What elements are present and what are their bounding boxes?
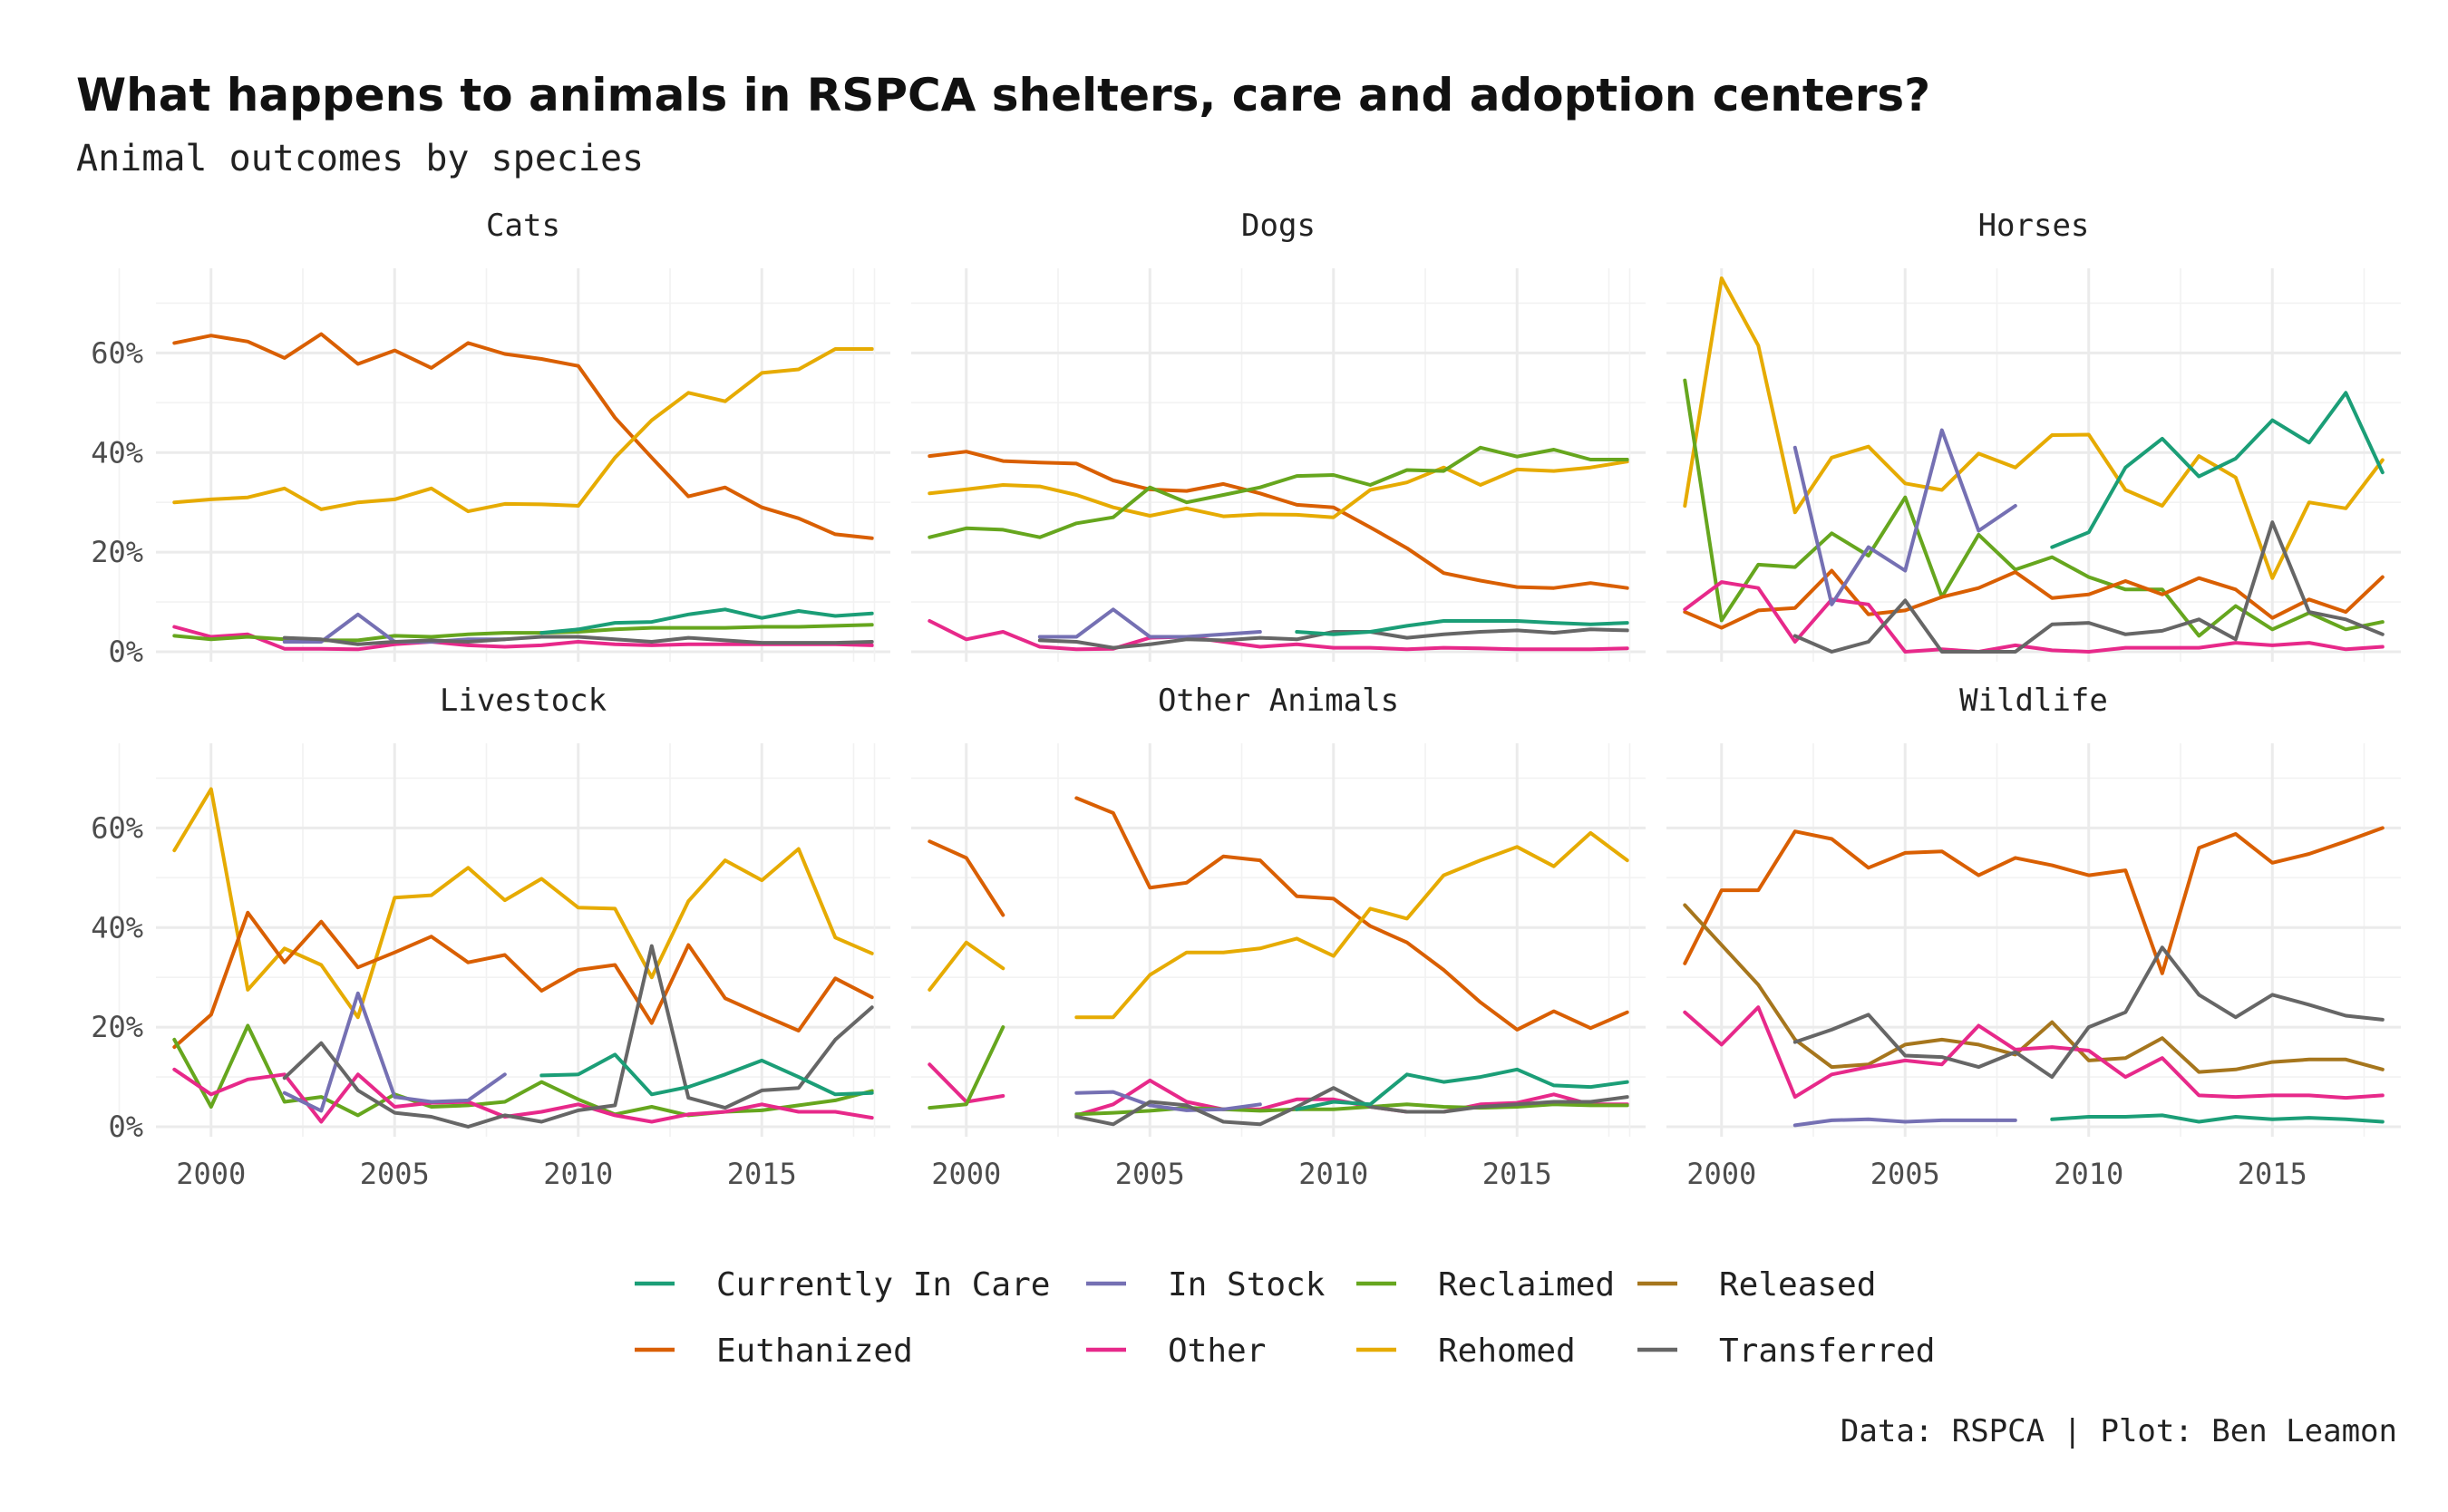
line-cats-rehomed — [172, 347, 874, 514]
y-tick-label: 0% — [108, 1110, 143, 1144]
facet-label-horses: Horses — [1978, 208, 2090, 244]
x-tick-label: 2005 — [1870, 1157, 1940, 1191]
line-livestock-transferred — [282, 944, 874, 1129]
line-cats-currently-in-care — [539, 607, 874, 635]
line-wildlife-in-stock — [1792, 1117, 2017, 1128]
y-tick-label: 20% — [91, 1010, 143, 1044]
line-dogs-reclaimed — [928, 445, 1629, 539]
line-livestock-other — [172, 1067, 874, 1124]
line-horses-reclaimed — [1683, 378, 2385, 638]
panel-livestock: Livestock 0% 20% 40% 60% 2000 2005 2010 2015 — [91, 683, 890, 1191]
facet-label-livestock: Livestock — [440, 683, 607, 719]
line-livestock-euthanized — [172, 910, 874, 1050]
legend-label-released: Released — [1719, 1266, 1876, 1304]
y-tick-label: 60% — [91, 810, 143, 845]
x-tick-label: 2010 — [1298, 1157, 1368, 1191]
line-other-animals-rehomed — [928, 940, 1005, 992]
facet-panels: Cats 0% 20% 40% 60% Dogs Horses Livestock 0% 20% 4… — [91, 208, 2401, 1191]
y-tick-label: 40% — [91, 435, 143, 470]
line-horses-transferred — [1792, 520, 2385, 654]
x-tick-label: 2015 — [2238, 1157, 2307, 1191]
x-tick-label: 2005 — [1115, 1157, 1185, 1191]
x-tick-label: 2010 — [543, 1157, 613, 1191]
line-dogs-currently-in-care — [1295, 619, 1629, 636]
line-horses-rehomed — [1683, 276, 2385, 580]
y-tick-label: 20% — [91, 535, 143, 569]
line-wildlife-other — [1683, 1005, 2385, 1100]
legend-label-reclaimed: Reclaimed — [1438, 1266, 1615, 1304]
facet-label-wildlife: Wildlife — [1959, 683, 2108, 719]
line-wildlife-euthanized — [1683, 826, 2385, 975]
line-horses-in-stock — [1792, 428, 2017, 606]
legend-label-in-stock: In Stock — [1168, 1266, 1326, 1304]
legend-label-euthanized: Euthanized — [716, 1333, 913, 1370]
legend-item-released: Released — [1637, 1266, 1876, 1304]
line-dogs-in-stock — [1037, 607, 1262, 639]
line-cats-euthanized — [172, 332, 874, 540]
panel-horses: Horses — [1628, 208, 2401, 662]
x-tick-label: 2010 — [2054, 1157, 2123, 1191]
line-cats-transferred — [282, 635, 874, 646]
line-wildlife-currently-in-care — [2050, 1113, 2385, 1124]
line-dogs-other — [928, 619, 1629, 652]
legend-item-transferred: Transferred — [1637, 1333, 1935, 1370]
x-tick-label: 2015 — [727, 1157, 797, 1191]
facet-label-dogs: Dogs — [1241, 208, 1316, 244]
x-tick-label: 2005 — [360, 1157, 430, 1191]
line-other-animals-transferred — [1074, 1086, 1629, 1127]
x-tick-label: 2015 — [1482, 1157, 1552, 1191]
line-livestock-in-stock — [282, 991, 507, 1113]
line-wildlife-released — [1683, 903, 2385, 1074]
panel-other-animals: Other Animals 2000 2005 2010 2015 — [873, 683, 1646, 1191]
y-tick-label: 60% — [91, 335, 143, 370]
line-livestock-currently-in-care — [539, 1052, 874, 1097]
line-cats-other — [172, 625, 874, 652]
panel-cats: Cats 0% 20% 40% 60% — [91, 208, 890, 669]
y-tick-label: 40% — [91, 910, 143, 945]
line-other-animals-currently-in-care — [1295, 1067, 1629, 1111]
legend-item-in-stock: In Stock — [1086, 1266, 1326, 1304]
line-other-animals-euthanized — [1074, 796, 1629, 1032]
chart-subtitle: Animal outcomes by species — [76, 138, 644, 179]
legend-item-other: Other — [1086, 1333, 1266, 1370]
x-tick-label: 2000 — [1686, 1157, 1756, 1191]
line-livestock-rehomed — [172, 787, 874, 1020]
line-other-animals-in-stock — [1074, 1090, 1262, 1112]
line-other-animals-rehomed — [1074, 830, 1629, 1020]
x-tick-label: 2000 — [176, 1157, 246, 1191]
panel-dogs: Dogs — [873, 208, 1646, 662]
legend-item-rehomed: Rehomed — [1356, 1333, 1576, 1370]
legend-label-transferred: Transferred — [1719, 1333, 1935, 1370]
line-wildlife-transferred — [1792, 945, 2385, 1080]
legend-label-other: Other — [1168, 1333, 1266, 1370]
legend-item-currently-in-care: Currently In Care — [635, 1266, 1050, 1304]
line-dogs-euthanized — [928, 450, 1629, 590]
legend-label-currently-in-care: Currently In Care — [716, 1266, 1050, 1304]
line-other-animals-reclaimed — [928, 1025, 1005, 1110]
legend-label-rehomed: Rehomed — [1438, 1333, 1576, 1370]
line-dogs-transferred — [1037, 627, 1629, 650]
line-dogs-rehomed — [928, 460, 1629, 519]
line-livestock-reclaimed — [172, 1023, 874, 1118]
line-horses-currently-in-care — [2050, 391, 2385, 549]
facet-label-other-animals: Other Animals — [1158, 683, 1399, 719]
legend: Currently In Care In Stock Reclaimed Releas… — [635, 1266, 1935, 1370]
y-tick-label: 0% — [108, 635, 143, 669]
facet-label-cats: Cats — [486, 208, 560, 244]
chart-title: What happens to animals in RSPCA shelter… — [76, 69, 1930, 121]
legend-item-reclaimed: Reclaimed — [1356, 1266, 1615, 1304]
chart-caption: Data: RSPCA | Plot: Ben Leamon — [1841, 1413, 2397, 1449]
x-tick-label: 2000 — [931, 1157, 1001, 1191]
line-other-animals-euthanized — [928, 839, 1005, 917]
panel-wildlife: Wildlife 2000 2005 2010 2015 — [1628, 683, 2401, 1191]
legend-item-euthanized: Euthanized — [635, 1333, 913, 1370]
line-horses-other — [1683, 580, 2385, 654]
line-horses-euthanized — [1683, 568, 2385, 630]
